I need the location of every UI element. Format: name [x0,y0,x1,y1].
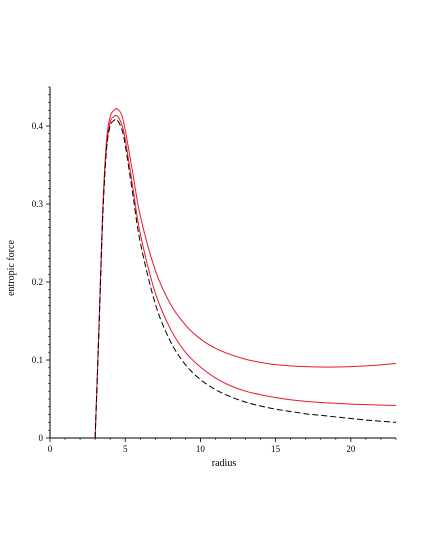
series-line-2 [94,114,397,439]
x-tick-label: 10 [196,444,206,454]
series-line-1 [94,108,397,439]
x-tick-label: 0 [48,444,53,454]
y-tick-label: 0 [39,433,44,443]
y-tick-label: 0.4 [32,121,44,131]
series-layer [94,108,397,439]
y-tick-label: 0.2 [32,277,43,287]
y-axis-label: entropic force [6,240,17,296]
x-axis-label: radius [212,458,237,469]
axes: 0 5 10 15 20 0 0.1 0.2 0.3 0.4 [32,86,397,454]
x-tick-label: 5 [123,444,128,454]
x-tick-label: 20 [346,444,356,454]
y-tick-label: 0.3 [32,199,44,209]
series-line-3 [94,118,397,439]
x-tick-label: 15 [271,444,281,454]
y-tick-label: 0.1 [32,355,43,365]
